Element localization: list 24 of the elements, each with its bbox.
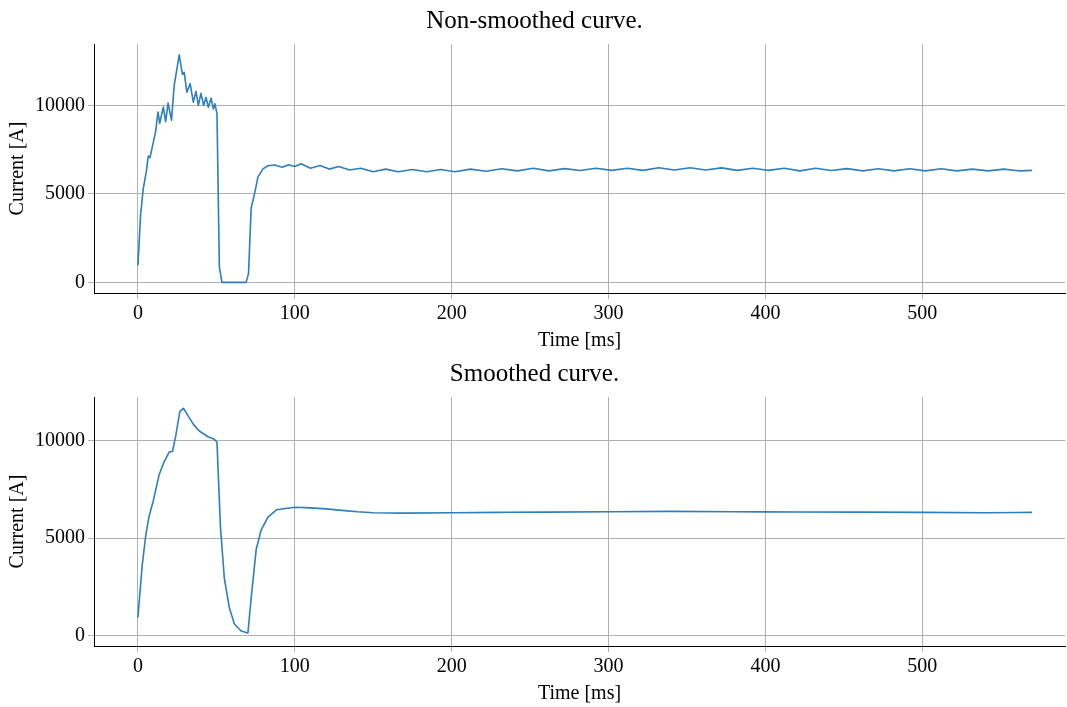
x-axis-title: Time [ms] <box>537 328 622 351</box>
x-tick-label: 0 <box>132 301 143 324</box>
y-tick-label: 5000 <box>45 525 85 548</box>
x-tick-label: 100 <box>279 654 310 677</box>
y-tick-label: 5000 <box>45 181 85 204</box>
x-axis-title: Time [ms] <box>537 681 622 704</box>
y-axis-title: Current [A] <box>5 474 28 569</box>
x-tick-label: 500 <box>907 654 938 677</box>
x-tick-label: 200 <box>436 301 467 324</box>
y-axis-title: Current [A] <box>5 121 28 216</box>
x-tick-label: 500 <box>907 301 938 324</box>
x-tick-label: 400 <box>750 654 781 677</box>
x-tick-label: 0 <box>132 654 143 677</box>
x-tick-label: 200 <box>436 654 467 677</box>
y-tick-label: 0 <box>75 269 85 292</box>
y-tick-label: 10000 <box>35 92 85 115</box>
chart-title: Non-smoothed curve. <box>426 5 643 33</box>
x-tick-label: 300 <box>593 301 624 324</box>
chart-title: Smoothed curve. <box>449 358 620 386</box>
x-tick-label: 300 <box>593 654 624 677</box>
x-tick-label: 100 <box>279 301 310 324</box>
y-tick-label: 10000 <box>35 428 85 451</box>
x-tick-label: 400 <box>750 301 781 324</box>
y-tick-label: 0 <box>75 622 85 645</box>
